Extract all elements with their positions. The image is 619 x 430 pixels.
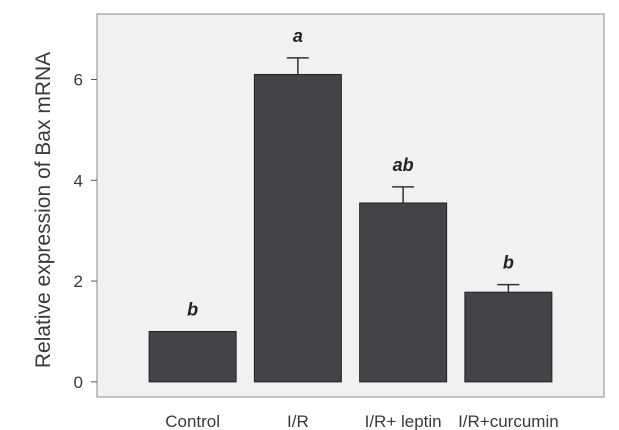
significance-label: b [503,253,514,273]
bar-i-r-leptin [359,202,448,383]
error-bar [497,283,520,293]
bar-control [148,330,237,383]
y-tick-label: 2 [74,272,83,291]
significance-label: ab [393,155,414,175]
bar-i-r-curcumin [464,291,553,383]
x-tick-label: I/R+ leptin [365,412,442,430]
y-tick-label: 4 [74,171,83,190]
significance-label: a [293,26,303,46]
error-bar [392,186,415,203]
y-tick-label: 6 [74,71,83,90]
significance-label: b [187,299,198,319]
x-tick-label: I/R+curcumin [458,412,559,430]
x-tick-label: Control [165,412,220,430]
x-tick-label: I/R [287,412,309,430]
y-tick-label: 0 [74,373,83,392]
error-bar [286,57,309,75]
bar-i-r [253,73,342,383]
y-axis-label: Relative expression of Bax mRNA [32,52,55,368]
